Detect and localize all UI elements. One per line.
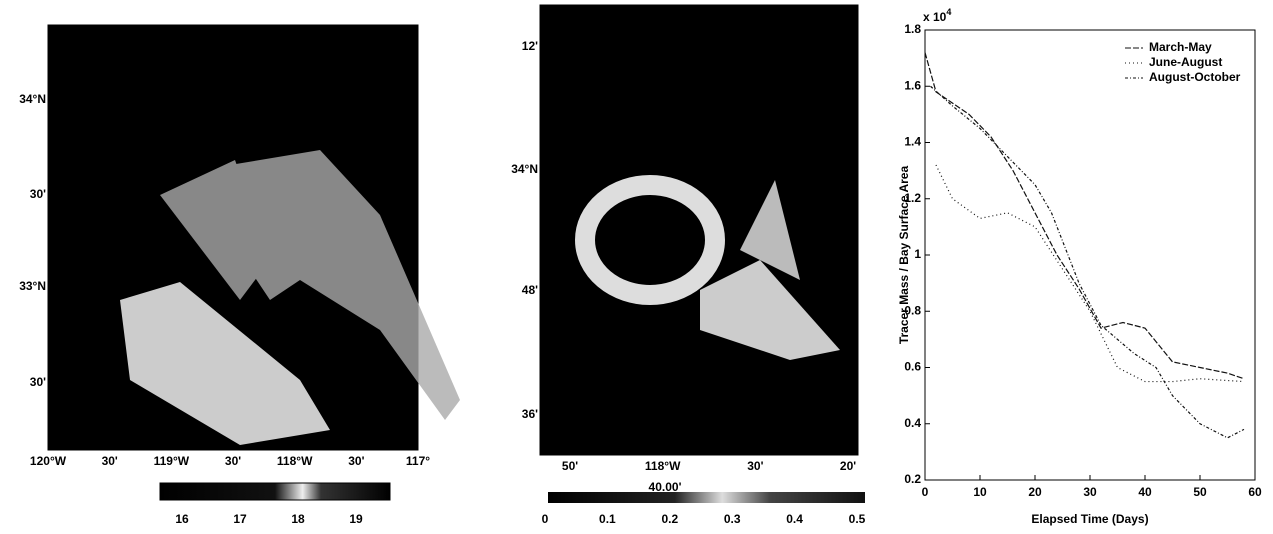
legend-label: June-August xyxy=(1149,55,1222,69)
plot-frame xyxy=(924,29,1256,481)
map-shape xyxy=(700,260,840,360)
colorbar-label: 40.00' xyxy=(649,480,682,494)
map-shape xyxy=(740,180,800,280)
legend-label: March-May xyxy=(1149,40,1212,54)
colorbar-tick-label: 0 xyxy=(542,512,549,526)
series-line xyxy=(935,164,1245,383)
x-tick-label: 10 xyxy=(973,485,987,499)
x-tick-label: 30' xyxy=(102,454,118,468)
x-tick-label: 118°W xyxy=(277,454,313,468)
x-tick-label: 118°W xyxy=(645,459,681,473)
multiplier-exponent: 4 xyxy=(946,7,951,17)
y-tick-label: 0.8 xyxy=(904,303,921,317)
colorbar-tick-label: 17 xyxy=(233,512,247,526)
line-chart: 0 10 20 30 40 50 60 0.2 0.4 0.6 0.8 1 1.2 1.4 1.6 1.8 El… xyxy=(897,7,1262,526)
y-tick-label: 0.6 xyxy=(904,360,921,374)
y-tick-label: 1.2 xyxy=(904,191,921,205)
axis-multiplier: x 104 xyxy=(923,7,951,24)
x-tick-label: 119°W xyxy=(154,454,190,468)
series-line xyxy=(930,85,1245,439)
x-tick-label: 20' xyxy=(840,459,856,473)
y-axis-label: Tracer Mass / Bay Surface Area xyxy=(897,166,911,345)
y-tick-label: 30' xyxy=(30,187,46,201)
map-shape xyxy=(160,160,270,300)
x-tick-label: 120°W xyxy=(30,454,67,468)
x-axis-label: Elapsed Time (Days) xyxy=(1031,512,1148,526)
y-tick-label: 0.4 xyxy=(904,416,921,430)
x-tick-label: 30 xyxy=(1083,485,1097,499)
x-tick-label: 30' xyxy=(747,459,763,473)
y-tick-label: 1.4 xyxy=(904,135,921,149)
map-shape xyxy=(575,175,725,305)
colorbar-tick-label: 19 xyxy=(349,512,363,526)
colorbar-tick-label: 0.2 xyxy=(661,512,678,526)
y-tick-label: 1.6 xyxy=(904,78,921,92)
y-tick-label: 12' xyxy=(522,39,538,53)
map-shape xyxy=(120,282,330,445)
colorbar-tick-label: 0.1 xyxy=(599,512,616,526)
y-tick-label: 48' xyxy=(522,283,538,297)
y-tick-label: 36' xyxy=(522,407,538,421)
y-tick-label: 1 xyxy=(914,247,921,261)
colorbar-tick-label: 0.3 xyxy=(724,512,741,526)
y-tick-label: 33°N xyxy=(19,279,46,293)
x-tick-label: 30' xyxy=(348,454,364,468)
x-tick-label: 40 xyxy=(1138,485,1152,499)
colorbar-tick-label: 0.5 xyxy=(849,512,866,526)
y-tick-label: 1.8 xyxy=(904,22,921,36)
colorbar xyxy=(548,492,865,503)
colorbar-tick-label: 18 xyxy=(291,512,305,526)
x-tick-label: 20 xyxy=(1028,485,1042,499)
x-tick-label: 60 xyxy=(1248,485,1262,499)
colorbar-tick-label: 0.4 xyxy=(786,512,803,526)
x-tick-label: 50' xyxy=(562,459,578,473)
x-tick-label: 50 xyxy=(1193,485,1207,499)
y-tick-label: 34°N xyxy=(511,162,538,176)
y-tick-label: 30' xyxy=(30,375,46,389)
legend-label: August-October xyxy=(1149,70,1241,84)
x-tick-label: 30' xyxy=(225,454,241,468)
y-tick-label: 0.2 xyxy=(904,472,921,486)
y-tick-label: 34°N xyxy=(19,92,46,106)
colorbar-tick-label: 16 xyxy=(175,512,189,526)
colorbar xyxy=(159,482,391,501)
map-shape xyxy=(230,150,460,420)
multiplier-text: x 10 xyxy=(923,10,947,24)
series-line xyxy=(924,52,1245,380)
x-tick-label: 117° xyxy=(406,454,430,468)
x-tick-label: 0 xyxy=(922,485,929,499)
